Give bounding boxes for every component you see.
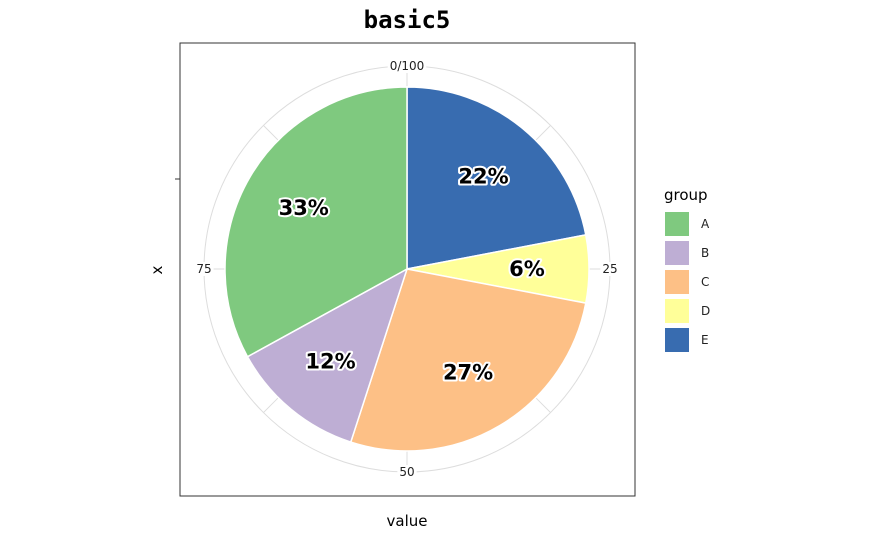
legend-swatch-c bbox=[665, 270, 689, 294]
pie-slice-e bbox=[406, 86, 587, 270]
legend-title: group bbox=[664, 186, 708, 204]
pie-slice-b bbox=[246, 267, 409, 444]
tick-label-backdrop bbox=[600, 262, 620, 276]
pie-slice-c bbox=[349, 268, 587, 452]
slice-label-b: 12% bbox=[305, 349, 355, 373]
legend-label-c: C bbox=[701, 275, 709, 289]
angular-tick-label: 50 bbox=[399, 465, 414, 479]
x-axis-title: value bbox=[387, 512, 428, 530]
panel-border bbox=[179, 42, 636, 497]
grid-spoke bbox=[263, 397, 279, 413]
legend-label-d: D bbox=[701, 304, 710, 318]
slice-label-a: 33% bbox=[279, 196, 329, 220]
legend-label-b: B bbox=[701, 246, 709, 260]
angular-tick-label: 25 bbox=[602, 262, 617, 276]
legend: A B C D E bbox=[665, 212, 710, 352]
angular-tick-label: 75 bbox=[196, 262, 211, 276]
slice-label-e: 22% bbox=[458, 165, 508, 189]
grid-spoke bbox=[263, 125, 279, 141]
pie-slices bbox=[224, 86, 590, 452]
slice-label-d: 6% bbox=[509, 257, 545, 281]
legend-label-e: E bbox=[701, 333, 709, 347]
tick-label-backdrop bbox=[397, 465, 417, 479]
slice-labels: 22% 6% 27% 12% 33% bbox=[277, 163, 547, 387]
angular-ticks: 0/100 25 50 75 bbox=[194, 59, 620, 479]
tick-label-backdrop bbox=[194, 262, 214, 276]
y-axis-title: x bbox=[148, 265, 166, 274]
legend-swatch-b bbox=[665, 241, 689, 265]
angular-tick-label: 0/100 bbox=[390, 59, 425, 73]
grid-spoke bbox=[535, 125, 551, 141]
tick-label-backdrop bbox=[387, 59, 427, 73]
legend-swatch-d bbox=[665, 299, 689, 323]
slice-label-c: 27% bbox=[443, 360, 493, 384]
grid-spoke bbox=[535, 397, 551, 413]
legend-label-a: A bbox=[701, 217, 710, 231]
legend-swatch-e bbox=[665, 328, 689, 352]
legend-swatch-a bbox=[665, 212, 689, 236]
pie-slice-a bbox=[224, 86, 408, 358]
chart-title: basic5 bbox=[364, 6, 451, 34]
